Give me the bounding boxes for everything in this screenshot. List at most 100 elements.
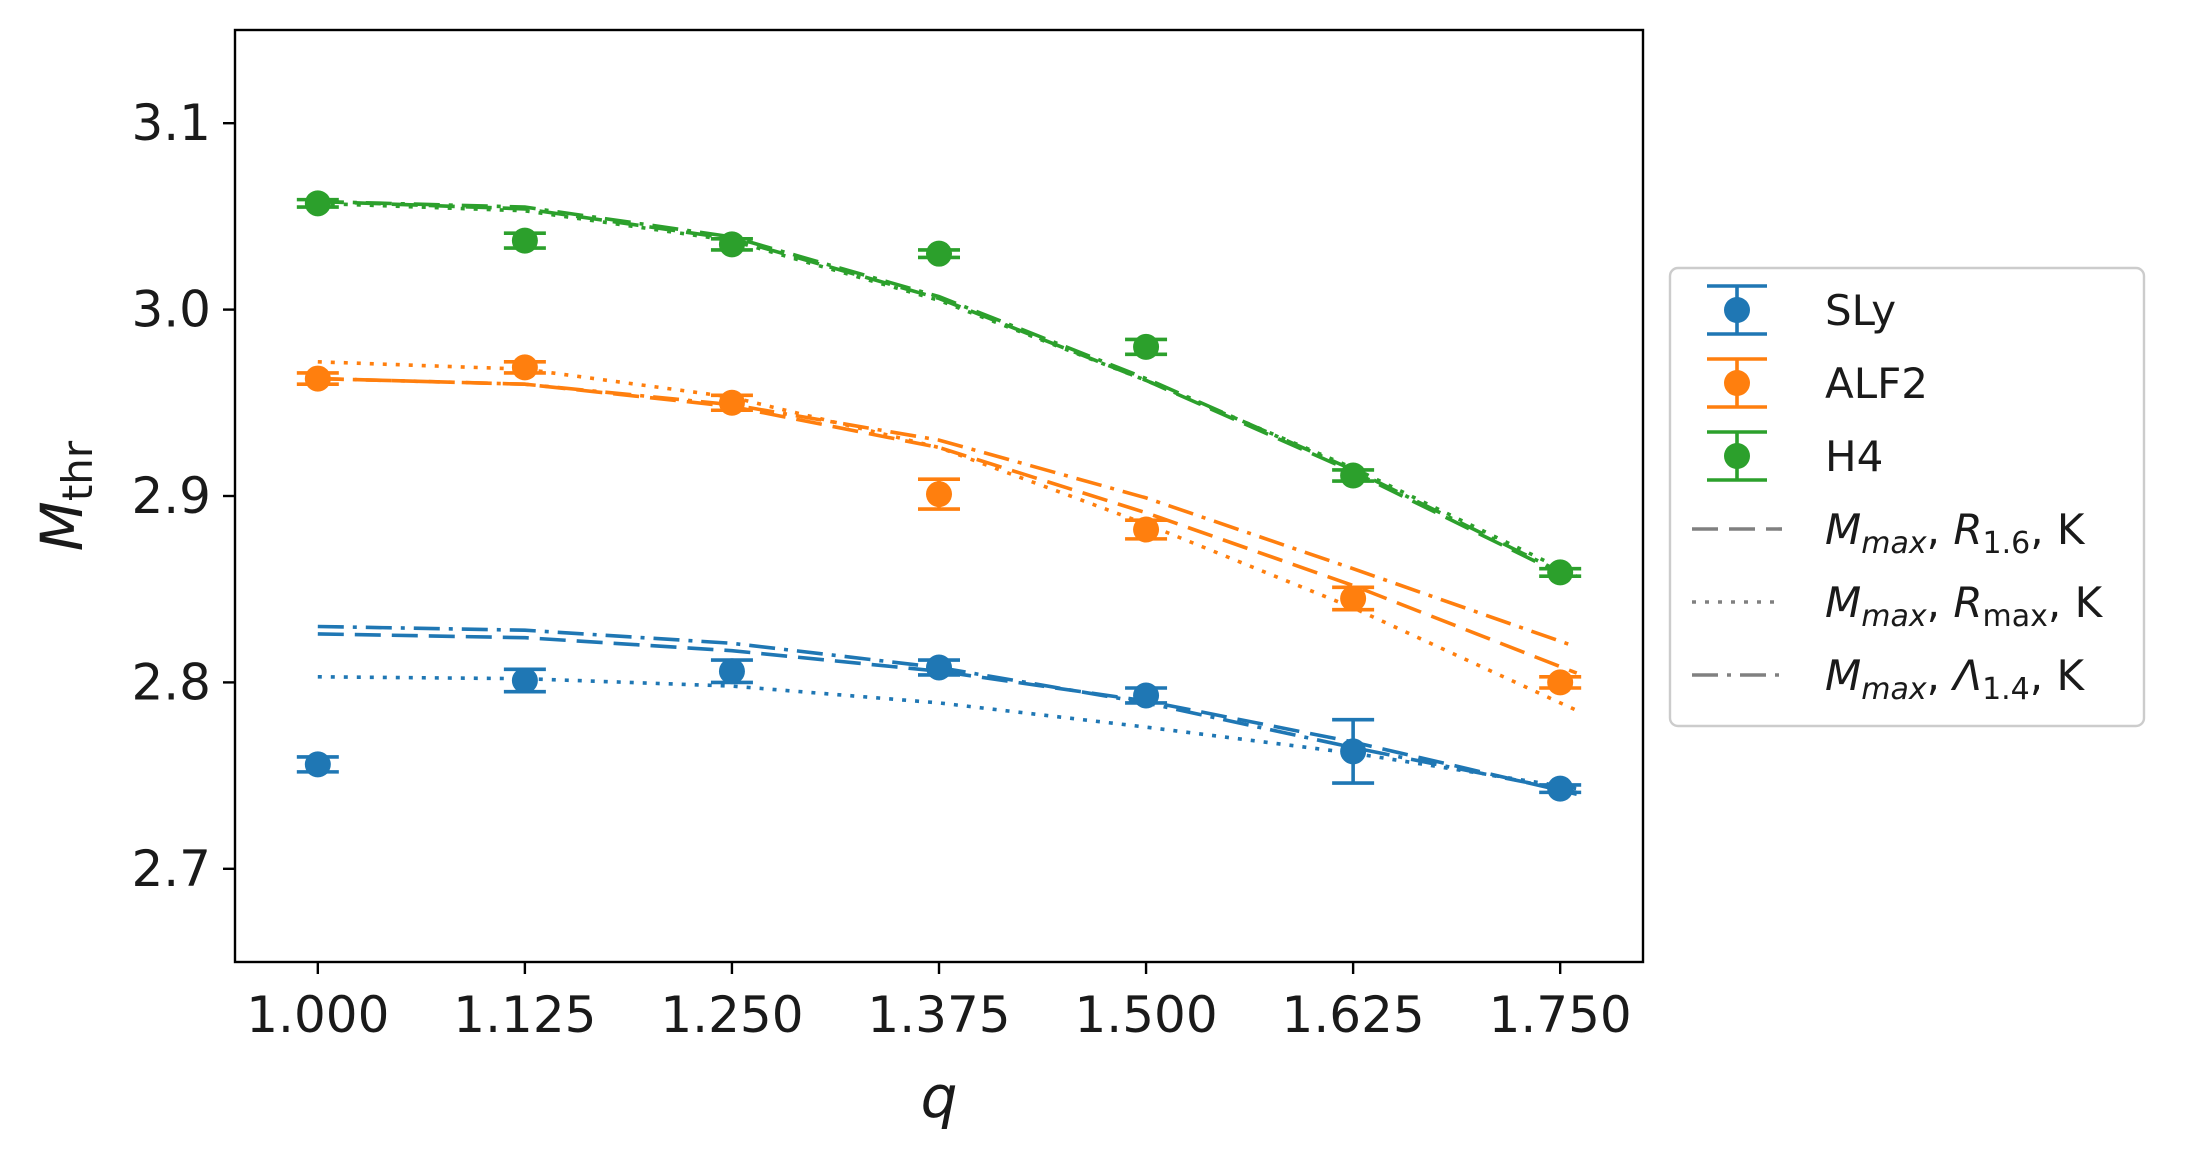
point-marker bbox=[1340, 585, 1367, 612]
data-point-alf2 bbox=[296, 365, 339, 392]
point-marker bbox=[304, 190, 331, 217]
legend-label-part: Λ bbox=[1950, 651, 1982, 700]
legend-label: Mmax, Rmax, K bbox=[1825, 578, 2104, 634]
legend-label: Mmax, Λ1.4, K bbox=[1825, 651, 2085, 707]
legend-entry: Mmax, Λ1.4, K bbox=[1692, 651, 2085, 707]
x-axis-label: q bbox=[921, 1063, 958, 1131]
y-tick-label: 3.1 bbox=[131, 94, 211, 152]
point-marker bbox=[1547, 559, 1574, 586]
legend-label-part: , bbox=[1927, 651, 1954, 700]
legend-marker bbox=[1724, 297, 1750, 323]
data-point-sly bbox=[710, 658, 753, 685]
point-marker bbox=[304, 365, 331, 392]
legend-entry: ALF2 bbox=[1707, 357, 1928, 409]
fit-dashed-alf2 bbox=[317, 376, 1578, 675]
legend-box bbox=[1668, 266, 2146, 728]
fit-dotted-sly bbox=[317, 675, 1577, 791]
data-point-h4 bbox=[710, 231, 753, 258]
legend-label: H4 bbox=[1825, 432, 1883, 481]
legend-label-part: 1.6 bbox=[1983, 526, 2031, 561]
data-point-sly bbox=[296, 751, 339, 778]
legend-label: ALF2 bbox=[1825, 359, 1928, 408]
point-marker bbox=[1133, 682, 1160, 709]
data-point-sly bbox=[918, 654, 960, 681]
legend-label-part: , bbox=[1927, 505, 1954, 554]
data-point-alf2 bbox=[503, 354, 546, 381]
point-marker bbox=[1133, 333, 1160, 360]
x-tick-label: 1.625 bbox=[1282, 986, 1425, 1044]
legend-label-part: , K bbox=[2048, 578, 2104, 627]
point-marker bbox=[718, 231, 745, 258]
data-point-h4 bbox=[503, 227, 546, 254]
data-point-alf2 bbox=[710, 389, 753, 416]
legend-label-part: R bbox=[1953, 505, 1982, 554]
legend-label-part: , K bbox=[2030, 505, 2086, 554]
y-tick-label: 2.9 bbox=[131, 467, 211, 525]
legend-label-part: M bbox=[1825, 578, 1861, 627]
data-points bbox=[296, 190, 1582, 802]
data-point-h4 bbox=[1332, 462, 1375, 489]
data-point-h4 bbox=[918, 240, 960, 267]
legend-label-part: , bbox=[1927, 578, 1954, 627]
y-axis-label-main: M bbox=[28, 501, 96, 551]
point-marker bbox=[1547, 775, 1574, 802]
point-marker bbox=[511, 354, 538, 381]
legend-marker bbox=[1724, 443, 1750, 469]
point-marker bbox=[718, 658, 745, 685]
legend-label-part: M bbox=[1825, 651, 1861, 700]
data-point-sly bbox=[1539, 775, 1582, 802]
data-point-h4 bbox=[296, 190, 339, 217]
point-marker bbox=[304, 751, 331, 778]
legend-label-part: max bbox=[1983, 599, 2048, 634]
fit-dashdot-alf2 bbox=[317, 376, 1578, 649]
data-point-h4 bbox=[1125, 333, 1168, 360]
point-marker bbox=[926, 240, 952, 267]
y-tick-label: 2.8 bbox=[131, 653, 211, 711]
point-marker bbox=[511, 227, 538, 254]
legend-label-part: max bbox=[1861, 672, 1927, 707]
y-tick-label: 3.0 bbox=[131, 281, 211, 339]
point-marker bbox=[1340, 738, 1367, 765]
data-point-alf2 bbox=[1125, 516, 1168, 543]
y-axis-label: Mthr bbox=[28, 440, 102, 551]
fit-dashdot-sly bbox=[317, 624, 1578, 795]
x-tick-label: 1.750 bbox=[1489, 986, 1632, 1044]
data-point-h4 bbox=[1539, 559, 1582, 586]
legend-label-part: R bbox=[1953, 578, 1982, 627]
point-marker bbox=[1340, 462, 1367, 489]
x-tick-label: 1.000 bbox=[246, 986, 389, 1044]
legend-label: SLy bbox=[1825, 286, 1896, 335]
point-marker bbox=[926, 481, 952, 508]
y-tick-label: 2.7 bbox=[131, 840, 211, 898]
legend-entry: Mmax, R1.6, K bbox=[1692, 505, 2086, 561]
x-tick-label: 1.250 bbox=[660, 986, 803, 1044]
data-point-alf2 bbox=[1539, 669, 1582, 696]
legend-label-part: M bbox=[1825, 505, 1861, 554]
legend-entry: H4 bbox=[1707, 430, 1883, 482]
legend-label-part: 1.4 bbox=[1982, 672, 2030, 707]
legend-entry: SLy bbox=[1707, 284, 1896, 336]
data-point-alf2 bbox=[1332, 585, 1375, 612]
y-axis-label-sub: thr bbox=[53, 440, 102, 501]
data-point-alf2 bbox=[918, 477, 960, 511]
point-marker bbox=[1133, 516, 1160, 543]
y-axis-ticks: 2.7 2.8 2.9 3.0 3.1 bbox=[131, 94, 235, 898]
point-marker bbox=[718, 389, 745, 416]
legend-label-part: , K bbox=[2030, 651, 2086, 700]
data-point-sly bbox=[503, 667, 546, 694]
legend-label-part: max bbox=[1861, 599, 1927, 634]
legend-entry: Mmax, Rmax, K bbox=[1692, 578, 2104, 634]
point-marker bbox=[1547, 669, 1574, 696]
point-marker bbox=[926, 654, 952, 681]
legend-label: Mmax, R1.6, K bbox=[1825, 505, 2086, 561]
x-axis-ticks: 1.000 1.125 1.250 1.375 1.500 1.625 1.750 bbox=[246, 962, 1632, 1044]
x-tick-label: 1.125 bbox=[453, 986, 596, 1044]
legend-label-part: max bbox=[1861, 526, 1927, 561]
x-tick-label: 1.500 bbox=[1074, 986, 1217, 1044]
x-tick-label: 1.375 bbox=[867, 986, 1010, 1044]
data-point-sly bbox=[1125, 682, 1168, 709]
data-point-sly bbox=[1332, 717, 1375, 785]
